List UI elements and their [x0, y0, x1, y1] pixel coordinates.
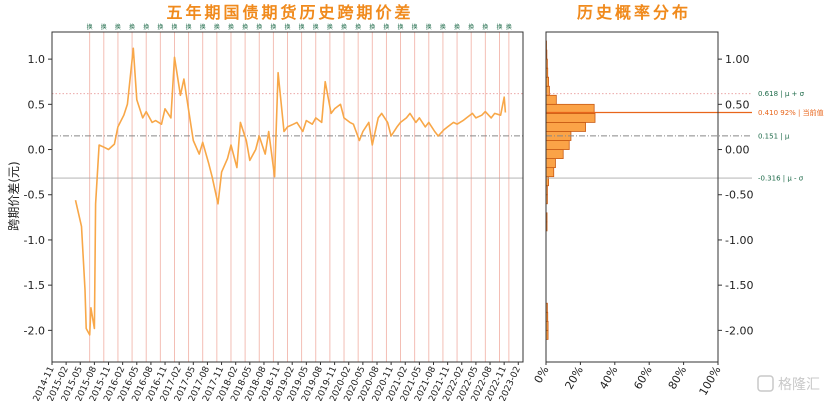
y-tick-label: 1.0 — [28, 53, 46, 66]
roll-marker: 换 — [242, 23, 248, 31]
main-chart: 换换换换换换换换换换换换换换换换换换换换换换换换换换换换换换换-2.0-1.5-… — [24, 23, 524, 401]
roll-marker: 换 — [256, 23, 262, 31]
watermark-logo-icon — [757, 375, 774, 392]
distribution-chart: 0.618 | μ + σ 0.410 92% | 当前值 0.151 | μ -0.… — [532, 31, 824, 398]
y-tick-label: 0.0 — [28, 144, 46, 157]
distribution-chart-title: 历史概率分布 — [577, 3, 691, 22]
dist-x-tick-label: 40% — [597, 364, 620, 392]
main-chart-title: 五年期国债期货历史跨期价差 — [166, 3, 413, 22]
roll-marker: 换 — [369, 23, 375, 31]
roll-marker: 换 — [115, 23, 121, 31]
roll-marker: 换 — [440, 23, 446, 31]
roll-marker: 换 — [171, 23, 177, 31]
watermark-text: 格隆汇 — [778, 377, 820, 393]
roll-marker: 换 — [355, 23, 361, 31]
dist-x-tick-label: 20% — [563, 364, 586, 392]
dist-y-tick-label: 0.50 — [725, 98, 750, 111]
stat-label: 0.410 92% | 当前值 — [758, 108, 824, 117]
y-tick-label: -1.0 — [24, 234, 45, 247]
y-tick-label: -0.5 — [24, 189, 45, 202]
series-line — [74, 47, 507, 336]
stat-label: 0.618 | μ + σ — [758, 90, 805, 98]
dist-x-tick-label: 0% — [532, 364, 552, 386]
roll-marker: 换 — [412, 23, 418, 31]
histogram-bar — [545, 94, 557, 105]
roll-marker: 换 — [228, 23, 234, 31]
distribution-plot-frame — [545, 31, 719, 363]
dist-x-tick-label: 100% — [697, 364, 724, 398]
dist-x-tick-label: 60% — [631, 364, 654, 392]
roll-marker: 换 — [327, 23, 333, 31]
histogram-bar — [545, 112, 596, 123]
histogram-bar — [545, 158, 556, 169]
roll-marker: 换 — [214, 23, 220, 31]
main-ylabel: 跨期价差(元) — [7, 161, 21, 230]
y-tick-label: -1.5 — [24, 279, 45, 292]
dist-y-tick-label: -1.50 — [725, 279, 753, 292]
dist-y-tick-label: -0.50 — [725, 189, 753, 202]
roll-marker: 换 — [383, 23, 389, 31]
roll-marker: 换 — [341, 23, 347, 31]
watermark: 格隆汇 — [757, 375, 820, 393]
roll-marker: 换 — [299, 23, 305, 31]
roll-marker: 换 — [313, 23, 319, 31]
roll-marker: 换 — [506, 23, 512, 31]
histogram-bar — [545, 167, 555, 178]
roll-marker: 换 — [454, 23, 460, 31]
roll-marker: 换 — [426, 23, 432, 31]
roll-marker: 换 — [186, 23, 192, 31]
dist-y-tick-label: -1.00 — [725, 234, 753, 247]
roll-marker: 换 — [482, 23, 488, 31]
roll-marker: 换 — [200, 23, 206, 31]
dist-y-tick-label: 0.00 — [725, 144, 750, 157]
dist-x-tick-label: 80% — [666, 364, 689, 392]
histogram-bar — [545, 149, 564, 159]
histogram-bar — [545, 140, 570, 150]
y-tick-label: 0.5 — [28, 98, 46, 111]
stat-label: -0.316 | μ - σ — [758, 175, 804, 183]
main-plot-frame — [51, 31, 524, 363]
roll-marker: 换 — [143, 23, 149, 31]
roll-marker: 换 — [496, 23, 502, 31]
dist-y-tick-label: 1.00 — [725, 53, 750, 66]
roll-marker: 换 — [398, 23, 404, 31]
roll-marker: 换 — [101, 23, 107, 31]
roll-marker: 换 — [87, 23, 93, 31]
roll-marker: 换 — [129, 23, 135, 31]
y-tick-label: -2.0 — [24, 324, 45, 337]
roll-marker: 换 — [270, 23, 276, 31]
stat-label: 0.151 | μ — [758, 132, 790, 140]
histogram-bar — [545, 122, 586, 132]
roll-marker: 换 — [157, 23, 163, 31]
roll-marker: 换 — [284, 23, 290, 31]
dist-y-tick-label: -2.00 — [725, 324, 753, 337]
roll-marker: 换 — [468, 23, 474, 31]
